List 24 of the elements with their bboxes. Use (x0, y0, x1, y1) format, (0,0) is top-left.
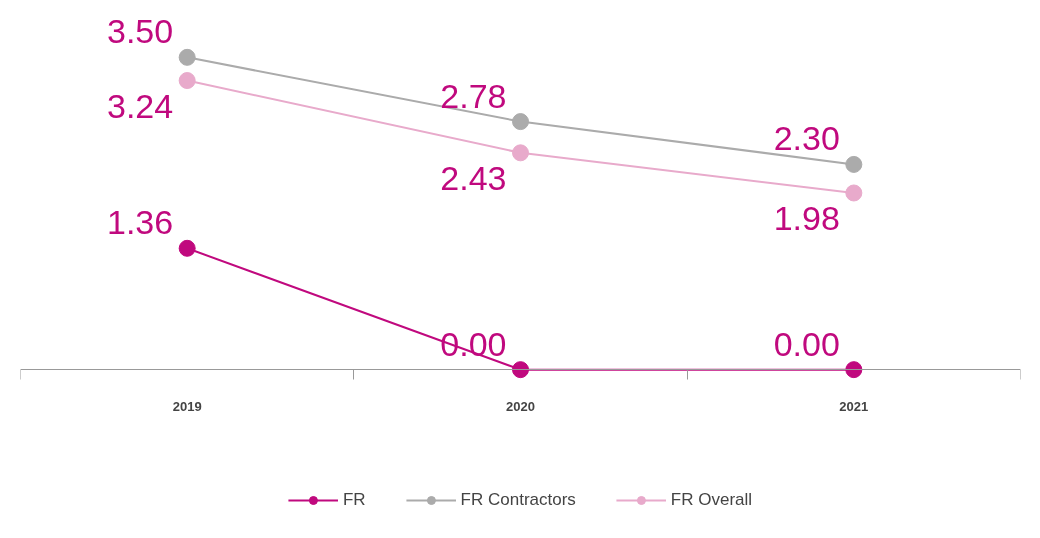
x-tick-label: 2019 (172, 398, 202, 414)
x-tick-label: 2020 (506, 398, 535, 414)
point (178, 72, 196, 90)
point (512, 113, 529, 131)
data-label: 3.50 (106, 12, 174, 51)
legend-label: FR Contractors (460, 490, 576, 510)
point (845, 361, 863, 379)
x-tick-label: 2021 (839, 398, 869, 414)
data-label: 2.78 (440, 76, 507, 115)
point (845, 155, 863, 173)
data-label: 3.24 (106, 86, 174, 125)
point (178, 239, 196, 257)
data-label: 0.00 (440, 324, 507, 363)
data-label: 2.30 (773, 119, 840, 158)
point (845, 184, 863, 202)
point (512, 144, 529, 162)
point (512, 361, 529, 379)
data-label: 2.43 (440, 158, 507, 197)
data-label: 1.36 (106, 203, 174, 242)
data-label: 0.00 (773, 324, 840, 363)
legend-label: FR Overall (670, 490, 753, 510)
legend-label: FR (342, 490, 366, 510)
data-label: 1.98 (773, 198, 840, 237)
point (178, 48, 196, 66)
